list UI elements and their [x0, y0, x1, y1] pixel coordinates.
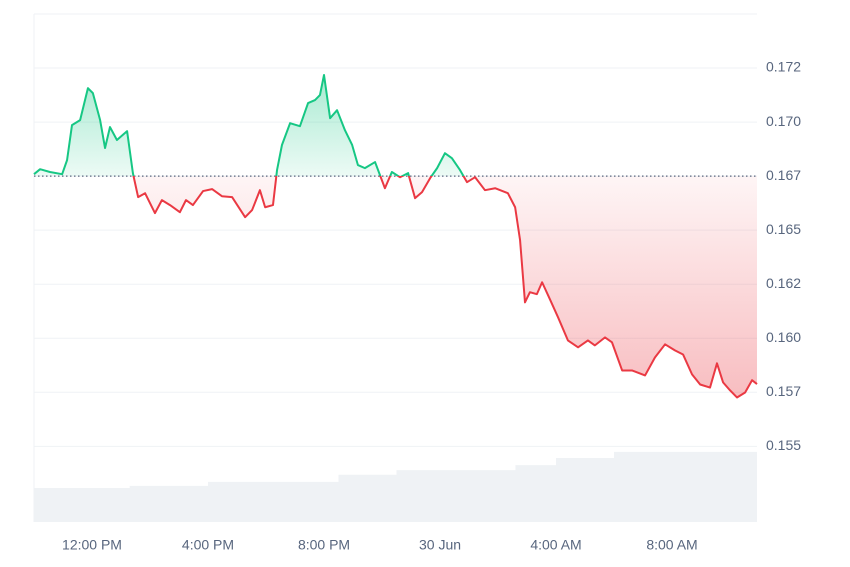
y-tick-label: 0.167 — [766, 167, 801, 183]
y-tick-label: 0.165 — [766, 221, 801, 237]
price-area — [34, 74, 757, 398]
x-tick-label: 30 Jun — [419, 537, 461, 553]
y-tick-label: 0.162 — [766, 275, 801, 291]
y-tick-label: 0.172 — [766, 59, 801, 75]
y-tick-label: 0.170 — [766, 113, 801, 129]
x-tick-label: 8:00 PM — [298, 537, 350, 553]
y-tick-label: 0.157 — [766, 383, 801, 399]
volume-area — [34, 451, 757, 522]
x-tick-label: 8:00 AM — [646, 537, 697, 553]
price-line — [33, 73, 758, 399]
x-tick-label: 4:00 AM — [530, 537, 581, 553]
x-tick-label: 4:00 PM — [182, 537, 234, 553]
y-tick-label: 0.155 — [766, 437, 801, 453]
x-tick-label: 12:00 PM — [62, 537, 122, 553]
y-tick-label: 0.160 — [766, 329, 801, 345]
